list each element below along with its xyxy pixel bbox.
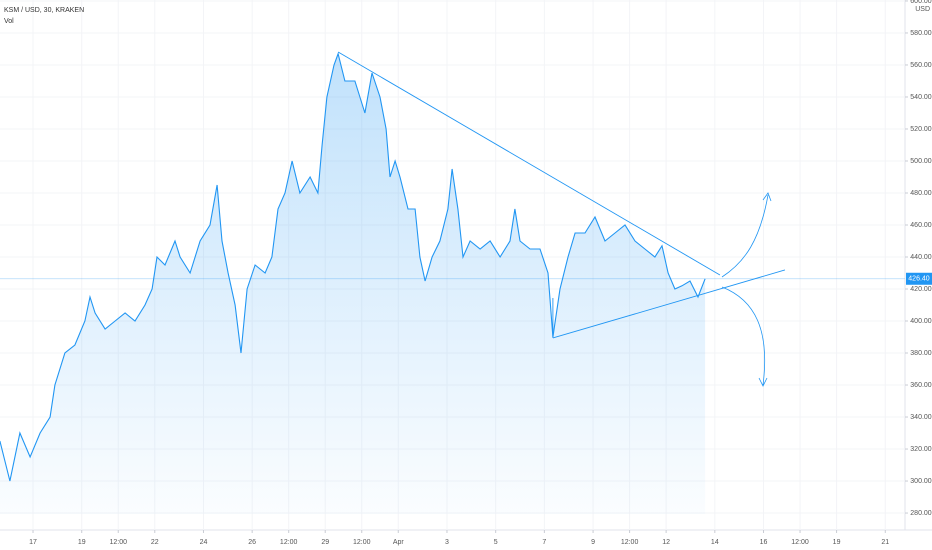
arrow-down [721,286,768,387]
area-fill [0,53,706,514]
y-tick-label: 580.00 [910,30,932,37]
x-tick-label: 12:00 [109,539,127,546]
y-axis-label: USD [915,6,930,13]
last-price-label: 426.40 [908,276,930,283]
y-tick-label: 420.00 [910,286,932,293]
y-tick-label: 500.00 [910,158,932,165]
x-tick-label: 22 [151,539,159,546]
y-tick-label: 320.00 [910,446,932,453]
x-tick-label: 9 [591,539,595,546]
x-tick-label: 29 [321,539,329,546]
trendline [337,51,721,276]
y-tick-label: 380.00 [910,350,932,357]
x-tick-label: 19 [833,539,841,546]
x-tick-label: 14 [711,539,719,546]
x-tick-label: 24 [200,539,208,546]
chart-title: KSM / USD, 30, KRAKEN [4,7,84,14]
x-tick-label: 19 [78,539,86,546]
y-tick-label: 300.00 [910,478,932,485]
x-tick-label: 17 [29,539,37,546]
plot [0,0,905,530]
y-tick-label: 360.00 [910,382,932,389]
x-tick-label: 7 [542,539,546,546]
y-tick-label: 340.00 [910,414,932,421]
price-line [0,51,706,482]
volume-label: Vol [4,18,14,25]
x-tick-label: 16 [760,539,768,546]
x-tick-label: 12 [662,539,670,546]
x-tick-label: Apr [393,539,405,546]
arrow-up [721,192,772,278]
y-tick-label: 540.00 [910,94,932,101]
y-tick-label: 600.00 [910,0,932,5]
y-tick-label: 460.00 [910,222,932,229]
y-tick-label: 400.00 [910,318,932,325]
y-tick-label: 280.00 [910,510,932,517]
y-tick-label: 560.00 [910,62,932,69]
y-tick-label: 520.00 [910,126,932,133]
x-tick-label: 12:00 [621,539,639,546]
y-tick-label: 440.00 [910,254,932,261]
x-tick-label: 26 [248,539,256,546]
x-tick-label: 21 [881,539,889,546]
last-price-tag [906,272,932,285]
y-tick-label: 480.00 [910,190,932,197]
trendline [552,269,786,339]
x-tick-label: 5 [494,539,498,546]
x-tick-label: 3 [445,539,449,546]
x-tick-label: 12:00 [791,539,809,546]
x-tick-label: 12:00 [280,539,298,546]
x-tick-label: 12:00 [353,539,371,546]
